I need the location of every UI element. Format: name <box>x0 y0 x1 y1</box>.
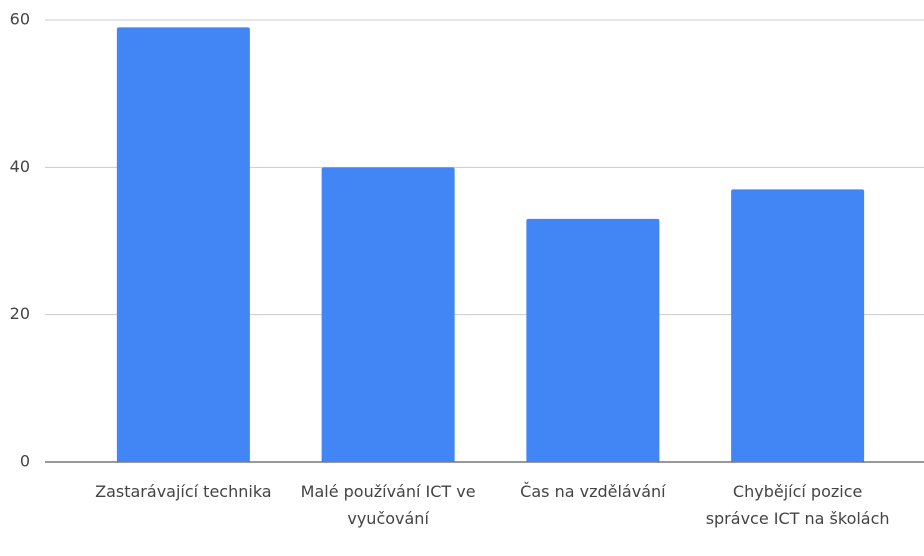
bar <box>321 167 455 463</box>
x-tick-label: Chybějící pozice správce ICT na školách <box>705 482 890 528</box>
bar <box>116 27 250 462</box>
x-tick-label: Čas na vzdělávání <box>520 482 666 501</box>
bar <box>731 189 865 462</box>
y-tick-label: 20 <box>10 304 30 323</box>
x-tick-label: Malé používání ICT ve vyučování <box>300 482 476 528</box>
bar <box>526 218 660 462</box>
y-tick-label: 0 <box>20 452 30 471</box>
y-tick-label: 40 <box>10 157 30 176</box>
y-tick-label: 60 <box>10 10 30 29</box>
x-tick-label: Zastarávající technika <box>95 482 272 501</box>
